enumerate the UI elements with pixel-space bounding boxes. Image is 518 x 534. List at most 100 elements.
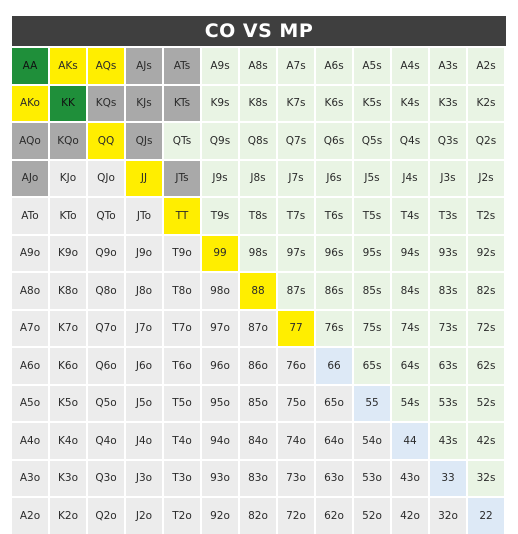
hand-cell-jj: JJ	[126, 160, 162, 196]
hand-cell-63o: 63o	[316, 460, 352, 496]
hand-cell-62o: 62o	[316, 498, 352, 534]
hand-cell-t8s: T8s	[240, 198, 276, 234]
hand-cell-t3o: T3o	[164, 460, 200, 496]
hand-cell-98s: 98s	[240, 235, 276, 271]
hand-cell-42s: 42s	[468, 423, 504, 459]
hand-cell-99: 99	[202, 235, 238, 271]
hand-cell-k3s: K3s	[430, 85, 466, 121]
chart-title: CO VS MP	[12, 16, 506, 46]
hand-cell-qjo: QJo	[88, 160, 124, 196]
hand-cell-q7o: Q7o	[88, 310, 124, 346]
hand-cell-j5o: J5o	[126, 385, 162, 421]
hand-cell-a4s: A4s	[392, 48, 428, 84]
hand-cell-t6o: T6o	[164, 348, 200, 384]
hand-cell-ajo: AJo	[12, 160, 48, 196]
hand-cell-ato: ATo	[12, 198, 48, 234]
hand-cell-73o: 73o	[278, 460, 314, 496]
hand-cell-k7s: K7s	[278, 85, 314, 121]
hand-cell-t5o: T5o	[164, 385, 200, 421]
hand-cell-52o: 52o	[354, 498, 390, 534]
hand-cell-j5s: J5s	[354, 160, 390, 196]
hand-cell-jts: JTs	[164, 160, 200, 196]
hand-cell-64s: 64s	[392, 348, 428, 384]
hand-cell-44: 44	[392, 423, 428, 459]
hand-cell-95o: 95o	[202, 385, 238, 421]
hand-cell-a8o: A8o	[12, 273, 48, 309]
hand-cell-a2o: A2o	[12, 498, 48, 534]
hand-cell-82s: 82s	[468, 273, 504, 309]
hand-cell-92s: 92s	[468, 235, 504, 271]
hand-cell-75o: 75o	[278, 385, 314, 421]
hand-cell-k5s: K5s	[354, 85, 390, 121]
hand-cell-k3o: K3o	[50, 460, 86, 496]
hand-cell-a7o: A7o	[12, 310, 48, 346]
hand-cell-qq: QQ	[88, 123, 124, 159]
hand-cell-aqs: AQs	[88, 48, 124, 84]
hand-cell-t5s: T5s	[354, 198, 390, 234]
hand-cell-j6o: J6o	[126, 348, 162, 384]
hand-cell-a9s: A9s	[202, 48, 238, 84]
hand-cell-k4o: K4o	[50, 423, 86, 459]
hand-cell-k9o: K9o	[50, 235, 86, 271]
hand-cell-aks: AKs	[50, 48, 86, 84]
hand-cell-96s: 96s	[316, 235, 352, 271]
hand-cell-q4o: Q4o	[88, 423, 124, 459]
hand-cell-32s: 32s	[468, 460, 504, 496]
hand-cell-q3s: Q3s	[430, 123, 466, 159]
hand-cell-a3o: A3o	[12, 460, 48, 496]
hand-cell-a8s: A8s	[240, 48, 276, 84]
hand-cell-k7o: K7o	[50, 310, 86, 346]
hand-cell-k6o: K6o	[50, 348, 86, 384]
hand-cell-76s: 76s	[316, 310, 352, 346]
hand-cell-97s: 97s	[278, 235, 314, 271]
hand-cell-j7s: J7s	[278, 160, 314, 196]
hand-cell-a7s: A7s	[278, 48, 314, 84]
hand-cell-kts: KTs	[164, 85, 200, 121]
hand-cell-k2s: K2s	[468, 85, 504, 121]
hand-cell-q7s: Q7s	[278, 123, 314, 159]
hand-cell-q8s: Q8s	[240, 123, 276, 159]
hand-cell-q2o: Q2o	[88, 498, 124, 534]
hand-cell-t2o: T2o	[164, 498, 200, 534]
hand-cell-k4s: K4s	[392, 85, 428, 121]
hand-cell-k2o: K2o	[50, 498, 86, 534]
hand-cell-87o: 87o	[240, 310, 276, 346]
hand-cell-55: 55	[354, 385, 390, 421]
hand-cell-a2s: A2s	[468, 48, 504, 84]
hand-cell-94o: 94o	[202, 423, 238, 459]
hand-cell-tt: TT	[164, 198, 200, 234]
hand-cell-43o: 43o	[392, 460, 428, 496]
hand-cell-74s: 74s	[392, 310, 428, 346]
hand-cell-54o: 54o	[354, 423, 390, 459]
hand-cell-94s: 94s	[392, 235, 428, 271]
hand-cell-72s: 72s	[468, 310, 504, 346]
hand-cell-a5o: A5o	[12, 385, 48, 421]
hand-cell-53s: 53s	[430, 385, 466, 421]
hand-cell-92o: 92o	[202, 498, 238, 534]
hand-cell-q5o: Q5o	[88, 385, 124, 421]
hand-cell-aqo: AQo	[12, 123, 48, 159]
hand-cell-98o: 98o	[202, 273, 238, 309]
hand-cell-kjo: KJo	[50, 160, 86, 196]
hand-cell-93s: 93s	[430, 235, 466, 271]
hand-cell-74o: 74o	[278, 423, 314, 459]
hand-cell-ats: ATs	[164, 48, 200, 84]
hand-cell-jto: JTo	[126, 198, 162, 234]
hand-cell-q6s: Q6s	[316, 123, 352, 159]
hand-cell-t4s: T4s	[392, 198, 428, 234]
hand-cell-j9s: J9s	[202, 160, 238, 196]
hand-cell-76o: 76o	[278, 348, 314, 384]
hand-cell-j2o: J2o	[126, 498, 162, 534]
hand-cell-aa: AA	[12, 48, 48, 84]
hand-cell-j4s: J4s	[392, 160, 428, 196]
hand-cell-a3s: A3s	[430, 48, 466, 84]
hand-cell-72o: 72o	[278, 498, 314, 534]
hand-cell-q9o: Q9o	[88, 235, 124, 271]
hand-cell-42o: 42o	[392, 498, 428, 534]
hand-cell-a9o: A9o	[12, 235, 48, 271]
hand-cell-33: 33	[430, 460, 466, 496]
hand-cell-k8o: K8o	[50, 273, 86, 309]
hand-cell-kto: KTo	[50, 198, 86, 234]
hand-cell-65o: 65o	[316, 385, 352, 421]
hand-cell-q2s: Q2s	[468, 123, 504, 159]
